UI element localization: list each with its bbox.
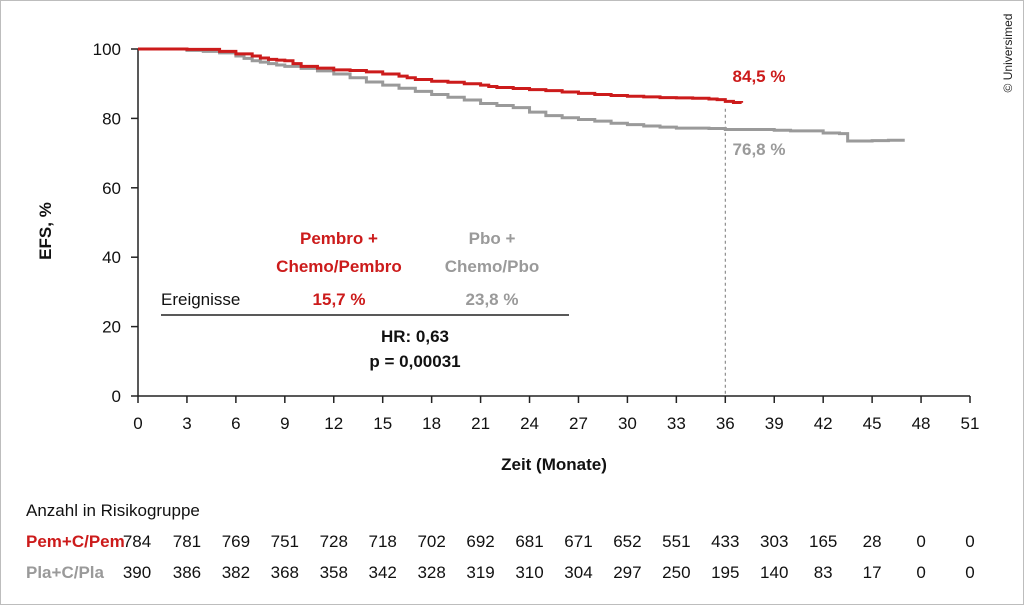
survival-curves [138,47,905,143]
risk-value-pla: 390 [123,563,151,582]
risk-value-pla: 83 [814,563,833,582]
risk-value-pla: 195 [711,563,739,582]
y-tick-label: 40 [102,248,121,267]
pem-end-label: 84,5 % [733,67,786,86]
risk-value-pem: 702 [417,532,445,551]
risk-value-pla: 319 [466,563,494,582]
x-tick-label: 39 [765,414,784,433]
x-tick-label: 27 [569,414,588,433]
x-tick-label: 3 [182,414,191,433]
risk-value-pla: 304 [564,563,592,582]
risk-value-pem: 652 [613,532,641,551]
risk-value-pla: 250 [662,563,690,582]
x-tick-label: 51 [961,414,980,433]
risk-value-pem: 769 [222,532,250,551]
x-tick-label: 36 [716,414,735,433]
risk-value-pem: 781 [173,532,201,551]
pla-end-label: 76,8 % [733,140,786,159]
x-tick-label: 30 [618,414,637,433]
x-tick-label: 21 [471,414,490,433]
risk-value-pem: 165 [809,532,837,551]
risk-value-pem: 784 [123,532,151,551]
legend-pla-events: 23,8 % [466,290,519,309]
risk-value-pla: 386 [173,563,201,582]
y-tick-label: 100 [93,40,121,59]
risk-value-pem: 751 [271,532,299,551]
x-tick-label: 42 [814,414,833,433]
risk-value-pem: 0 [965,532,974,551]
risk-table-values: 784 781 769 751 728 718 702 692 681 671 652 551 433 3… [123,532,975,582]
y-tick-label: 0 [112,387,121,406]
risk-value-pla: 297 [613,563,641,582]
risk-value-pem: 671 [564,532,592,551]
risk-value-pem: 728 [320,532,348,551]
p-value: p = 0,00031 [369,352,460,371]
y-tick-label: 60 [102,179,121,198]
legend-pla-label-1: Pbo + [469,229,516,248]
x-tick-label: 9 [280,414,289,433]
risk-value-pla: 358 [320,563,348,582]
hazard-ratio: HR: 0,63 [381,327,449,346]
x-tick-label: 33 [667,414,686,433]
x-tick-label: 18 [422,414,441,433]
risk-value-pla: 328 [417,563,445,582]
risk-value-pem: 0 [916,532,925,551]
copyright-notice: © Universimed [1001,14,1015,93]
risk-value-pla: 382 [222,563,250,582]
risk-value-pla: 0 [965,563,974,582]
x-ticks: 0 3 6 9 12 15 18 21 24 27 30 33 36 39 42 45 48 51 [133,396,979,433]
x-tick-label: 24 [520,414,539,433]
y-ticks: 0 20 40 60 80 100 [93,40,138,406]
risk-value-pla: 0 [916,563,925,582]
x-axis-title: Zeit (Monate) [501,455,607,474]
risk-value-pla: 140 [760,563,788,582]
risk-row-label-pem: Pem+C/Pem [26,532,125,551]
x-tick-label: 45 [863,414,882,433]
risk-row-label-pla: Pla+C/Pla [26,563,105,582]
curve-pem [138,47,744,104]
x-tick-label: 15 [373,414,392,433]
curve-pla [138,47,905,143]
risk-value-pem: 692 [466,532,494,551]
risk-value-pem: 718 [369,532,397,551]
legend-pem-events: 15,7 % [313,290,366,309]
risk-value-pla: 310 [515,563,543,582]
x-tick-label: 0 [133,414,142,433]
risk-value-pem: 681 [515,532,543,551]
risk-value-pem: 28 [863,532,882,551]
risk-value-pla: 342 [369,563,397,582]
risk-table-title: Anzahl in Risikogruppe [26,501,200,520]
risk-value-pla: 368 [271,563,299,582]
y-tick-label: 20 [102,318,121,337]
x-tick-label: 48 [912,414,931,433]
legend-pem-label-1: Pembro + [300,229,378,248]
risk-value-pem: 303 [760,532,788,551]
y-axis-title: EFS, % [36,202,55,260]
legend-pla-label-2: Chemo/Pbo [445,257,539,276]
x-tick-label: 12 [324,414,343,433]
y-tick-label: 80 [102,109,121,128]
risk-value-pem: 551 [662,532,690,551]
legend-row-label: Ereignisse [161,290,240,309]
legend-pem-label-2: Chemo/Pembro [276,257,402,276]
risk-value-pla: 17 [863,563,882,582]
risk-value-pem: 433 [711,532,739,551]
x-tick-label: 6 [231,414,240,433]
